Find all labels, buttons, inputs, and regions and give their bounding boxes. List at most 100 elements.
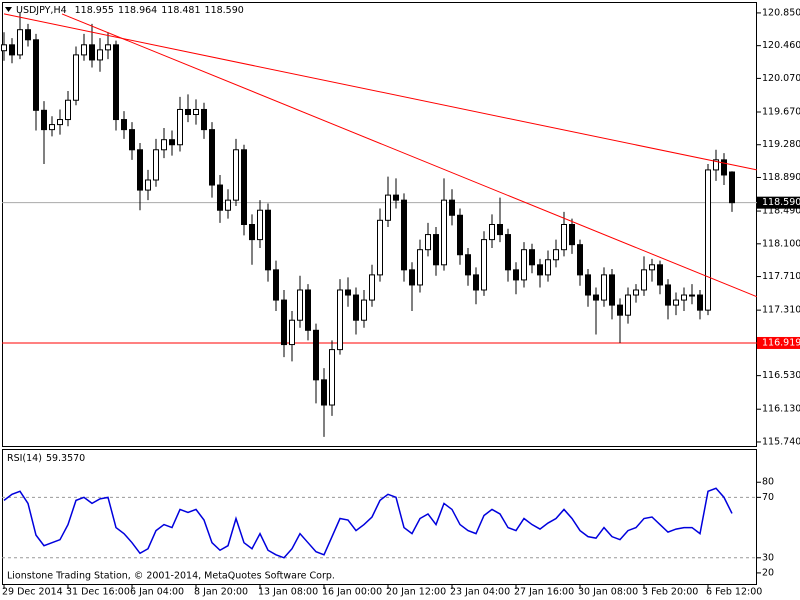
candle-body (153, 149, 159, 181)
y-tick-label: 120.850 (762, 7, 800, 18)
candle-body (169, 139, 175, 146)
rsi-tick-label: 20 (762, 567, 774, 578)
candle-body (425, 234, 431, 251)
candle-body (121, 119, 127, 131)
symbol: USDJPY,H4 (16, 5, 67, 16)
x-tick-label: 30 Jan 08:00 (578, 587, 638, 598)
candle-body (113, 44, 119, 121)
candle-body (65, 99, 71, 121)
candle-body (601, 274, 607, 301)
candle-body (369, 274, 375, 301)
candle-body (529, 249, 535, 266)
candle-body (289, 319, 295, 346)
candle-body (721, 159, 727, 176)
trendline (61, 13, 757, 298)
candle-body (657, 264, 663, 286)
candle-body (89, 44, 95, 61)
x-tick-label: 3 Feb 20:00 (642, 587, 698, 598)
header: USDJPY,H4 118.955 118.964 118.481 118.590 (16, 5, 244, 16)
candle-body (297, 289, 303, 321)
price-label-box (757, 196, 800, 209)
candle-body (409, 269, 415, 286)
candle-body (177, 108, 183, 146)
y-tick-label: 117.310 (762, 305, 800, 316)
candle-body (201, 108, 207, 131)
candle-body (665, 284, 671, 306)
candle-body (329, 349, 335, 406)
rsi-tick-label: 70 (762, 492, 774, 503)
candle-body (145, 179, 151, 191)
y-tick-label: 115.740 (762, 436, 800, 447)
candle-body (481, 239, 487, 291)
x-tick-label: 6 Feb 12:00 (706, 587, 762, 598)
rsi-header: RSI(14) 59.3570 (7, 453, 85, 464)
candle-body (385, 194, 391, 221)
candle-body (257, 209, 263, 241)
candle-body (537, 264, 543, 276)
x-tick-label: 23 Jan 04:00 (450, 587, 510, 598)
candle-body (41, 109, 47, 131)
x-tick-label: 20 Jan 12:00 (386, 587, 446, 598)
candle-body (609, 274, 615, 306)
price-panel (2, 2, 757, 447)
candle-body (465, 254, 471, 276)
candle-body (497, 224, 503, 236)
candle-body (689, 294, 695, 297)
rsi-panel (2, 449, 757, 585)
menu-icon[interactable] (5, 7, 12, 12)
y-tick-label: 120.460 (762, 40, 800, 51)
y-tick-label: 116.130 (762, 404, 800, 415)
candle-body (225, 199, 231, 211)
candle-body (57, 119, 63, 126)
high: 118.964 (118, 5, 157, 16)
candle-body (81, 44, 87, 56)
hline-label: 116.919 (762, 337, 800, 348)
candle-body (569, 224, 575, 246)
candle-body (137, 149, 143, 191)
candle-body (281, 299, 287, 346)
candle-body (697, 294, 703, 311)
low: 118.481 (161, 5, 200, 16)
candle-body (473, 274, 479, 291)
rsi-title: RSI(14) (7, 453, 42, 464)
x-tick-label: 27 Jan 16:00 (514, 587, 574, 598)
rsi-tick-label: 30 (762, 552, 774, 563)
candle-body (449, 199, 455, 216)
x-tick-label: 6 Jan 04:00 (130, 587, 184, 598)
candle-body (625, 294, 631, 316)
candle-body (729, 171, 735, 204)
candle-body (73, 54, 79, 101)
rsi-last: 59.3570 (46, 453, 85, 464)
candle-body (345, 289, 351, 296)
candle-body (33, 39, 39, 111)
candle-body (401, 199, 407, 271)
candle-body (105, 44, 111, 51)
candle-body (561, 224, 567, 251)
candle-body (241, 149, 247, 226)
candle-body (585, 274, 591, 296)
candle-body (441, 199, 447, 266)
candle-body (161, 139, 167, 151)
y-tick-label: 118.100 (762, 238, 800, 249)
y-tick-label: 119.280 (762, 139, 800, 150)
rsi-line (3, 487, 733, 559)
candle-body (393, 194, 399, 201)
close: 118.590 (205, 5, 244, 16)
candle-body (129, 129, 135, 151)
candle-body (513, 269, 519, 281)
candle-body (705, 169, 711, 311)
candle-body (673, 299, 679, 306)
candle-body (545, 259, 551, 276)
candle-body (337, 289, 343, 351)
candle-body (233, 149, 239, 201)
candle-body (9, 44, 15, 56)
y-tick-label: 117.710 (762, 271, 800, 282)
candle-body (593, 294, 599, 301)
candle-body (17, 29, 23, 56)
trendline (3, 13, 757, 171)
candle-body (361, 299, 367, 321)
x-tick-label: 8 Jan 20:00 (194, 587, 248, 598)
open: 118.955 (75, 5, 114, 16)
candle-body (641, 269, 647, 291)
